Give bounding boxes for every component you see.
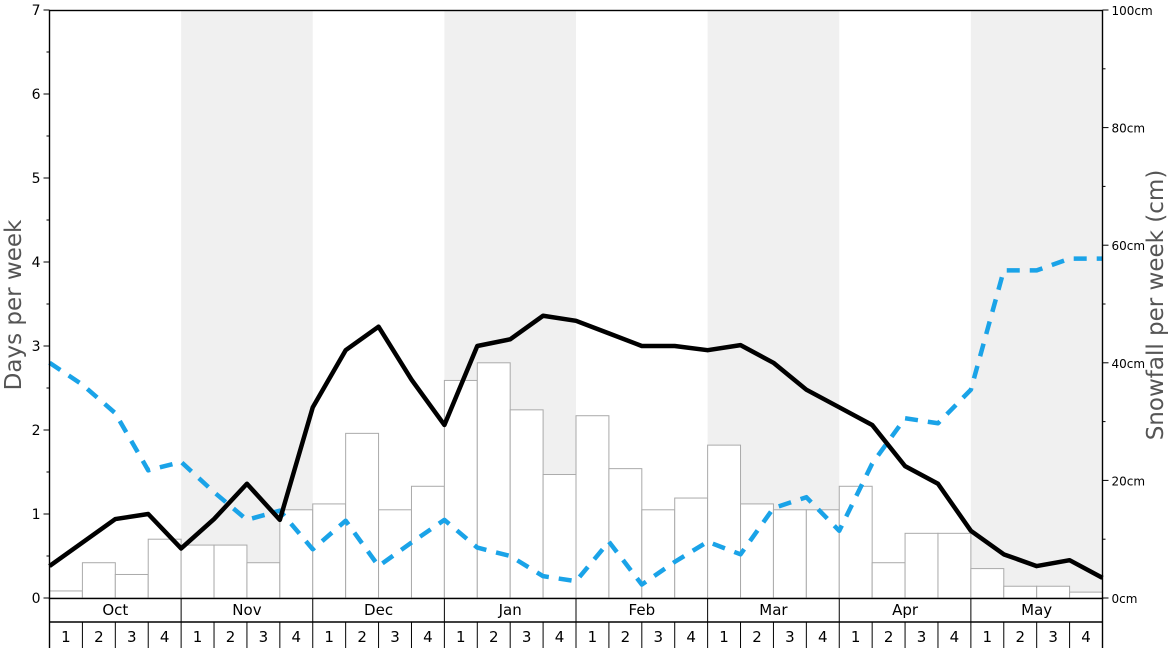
week-label: 4 bbox=[1081, 628, 1091, 646]
week-label: 4 bbox=[292, 628, 302, 646]
week-label: 3 bbox=[127, 628, 137, 646]
week-label: 3 bbox=[917, 628, 927, 646]
snowfall-bar bbox=[707, 444, 742, 599]
snowfall-bar bbox=[246, 562, 281, 599]
snowfall-bar bbox=[904, 532, 939, 599]
week-label: 1 bbox=[324, 628, 334, 646]
snowfall-bar bbox=[772, 509, 807, 599]
week-label: 1 bbox=[983, 628, 993, 646]
snowfall-bar bbox=[970, 568, 1005, 599]
week-label: 2 bbox=[226, 628, 236, 646]
left-tick-label: 5 bbox=[32, 171, 41, 187]
dashed-series-line bbox=[48, 256, 1103, 587]
snowfall-bar bbox=[937, 532, 972, 599]
month-row: Oct Nov Dec Jan Feb Mar Apr May bbox=[48, 598, 1104, 648]
right-tick-label: 100cm bbox=[1112, 4, 1153, 18]
week-label: 1 bbox=[588, 628, 598, 646]
right-tick-label: 40cm bbox=[1112, 357, 1146, 371]
snowfall-bar bbox=[509, 409, 544, 599]
right-tick-label: 80cm bbox=[1112, 122, 1146, 136]
snowfall-bar bbox=[279, 509, 314, 599]
left-tick-label: 1 bbox=[32, 507, 41, 523]
snowfall-bar bbox=[476, 362, 511, 599]
snowfall-bar bbox=[1003, 585, 1038, 599]
snowfall-bar bbox=[345, 432, 380, 599]
snowfall-bar bbox=[147, 538, 182, 599]
snowfall-bar bbox=[641, 509, 676, 599]
week-label: 3 bbox=[653, 628, 663, 646]
month-label-feb: Feb bbox=[629, 601, 656, 619]
week-row: 1 2 3 4 1 2 3 4 1 2 3 4 1 2 3 4 1 2 3 4 1 2 3 4 1 2 3 4 1 2 3 4 bbox=[61, 622, 1091, 648]
snowfall-bar bbox=[312, 503, 347, 599]
right-axis-title: Snowfall per week (cm) bbox=[1143, 170, 1168, 441]
left-axis-title: Days per week bbox=[1, 219, 27, 390]
snowfall-bar bbox=[674, 497, 709, 599]
left-tick-label: 2 bbox=[32, 423, 41, 439]
week-label: 2 bbox=[884, 628, 894, 646]
snowfall-bar bbox=[81, 562, 116, 599]
month-shade-may bbox=[970, 10, 1103, 598]
right-axis: 0cm 20cm 40cm 60cm 80cm 100cm bbox=[1102, 4, 1153, 606]
snowfall-bar bbox=[1069, 591, 1103, 599]
right-tick-label: 0cm bbox=[1112, 592, 1138, 606]
week-label: 2 bbox=[489, 628, 499, 646]
snowfall-bar bbox=[575, 415, 610, 599]
snowfall-bar bbox=[871, 562, 906, 599]
week-label: 4 bbox=[950, 628, 960, 646]
month-label-oct: Oct bbox=[102, 601, 128, 619]
snowfall-bar bbox=[49, 590, 83, 599]
month-label-dec: Dec bbox=[364, 601, 393, 619]
week-label: 4 bbox=[160, 628, 170, 646]
snowfall-bar bbox=[410, 485, 445, 599]
week-label: 1 bbox=[719, 628, 729, 646]
month-label-jan: Jan bbox=[498, 601, 522, 619]
left-tick-label: 7 bbox=[32, 3, 41, 19]
left-tick-label: 0 bbox=[32, 591, 41, 607]
snowfall-bar bbox=[180, 544, 215, 599]
week-label: 2 bbox=[621, 628, 631, 646]
left-tick-label: 6 bbox=[32, 87, 41, 103]
snowfall-bar bbox=[838, 485, 873, 599]
data-lines bbox=[48, 256, 1104, 587]
snowfall-bar bbox=[1036, 585, 1071, 599]
month-label-nov: Nov bbox=[232, 601, 261, 619]
right-tick-label: 60cm bbox=[1112, 239, 1146, 253]
left-axis: 0 1 2 3 4 5 6 7 bbox=[32, 3, 50, 607]
month-shading bbox=[181, 10, 1103, 598]
week-label: 3 bbox=[259, 628, 269, 646]
month-shade-nov bbox=[181, 10, 313, 598]
week-label: 4 bbox=[686, 628, 696, 646]
month-label-may: May bbox=[1021, 601, 1052, 619]
month-label-mar: Mar bbox=[759, 601, 788, 619]
week-label: 1 bbox=[61, 628, 71, 646]
snowfall-bar bbox=[213, 544, 248, 599]
right-tick-label: 20cm bbox=[1112, 474, 1146, 488]
week-label: 1 bbox=[851, 628, 861, 646]
left-tick-label: 4 bbox=[32, 255, 41, 271]
left-tick-label: 3 bbox=[32, 339, 41, 355]
week-label: 3 bbox=[390, 628, 400, 646]
week-label: 2 bbox=[1015, 628, 1025, 646]
solid-series-line bbox=[48, 313, 1104, 580]
snowfall-bar bbox=[608, 468, 643, 599]
snowfall-bar bbox=[114, 573, 149, 599]
week-label: 4 bbox=[555, 628, 565, 646]
month-label-apr: Apr bbox=[892, 601, 919, 619]
week-label: 4 bbox=[423, 628, 433, 646]
snowfall-bar bbox=[378, 509, 412, 599]
week-label: 3 bbox=[785, 628, 795, 646]
week-label: 4 bbox=[818, 628, 828, 646]
week-label: 2 bbox=[357, 628, 367, 646]
week-label: 3 bbox=[1048, 628, 1058, 646]
week-label: 2 bbox=[94, 628, 104, 646]
week-label: 1 bbox=[456, 628, 466, 646]
week-label: 1 bbox=[193, 628, 203, 646]
week-label: 3 bbox=[522, 628, 532, 646]
week-label: 2 bbox=[752, 628, 762, 646]
snowfall-bar bbox=[805, 509, 840, 599]
